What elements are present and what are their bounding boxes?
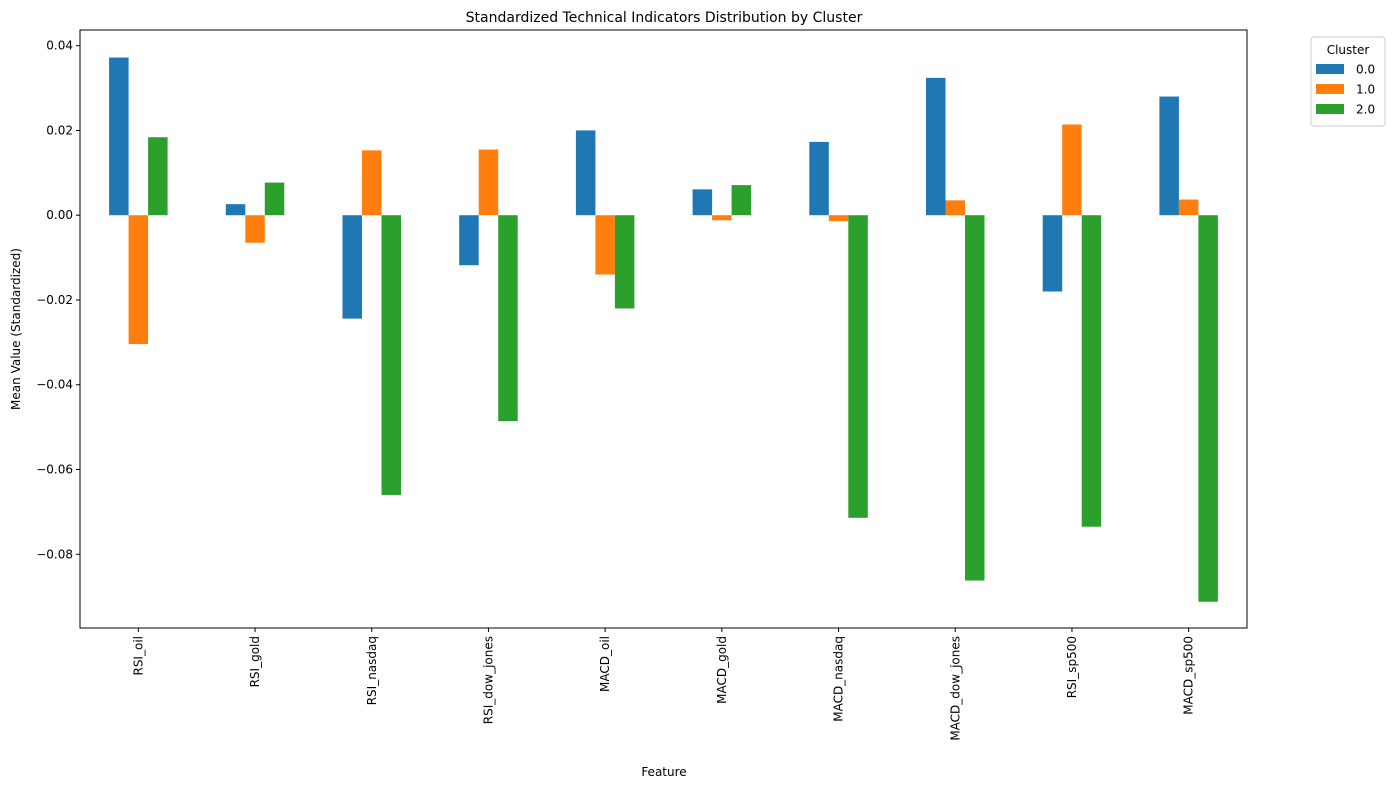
legend-swatch-0.0 bbox=[1316, 64, 1344, 74]
y-axis: 0.04 0.02 0.00 −0.02 −0.04 −0.06 −0.08 bbox=[36, 39, 80, 561]
x-tick-label: MACD_oil bbox=[598, 636, 612, 692]
legend-swatch-1.0 bbox=[1316, 84, 1344, 94]
bar-RSI_nasdaq-series-2.0 bbox=[381, 215, 401, 495]
bar-RSI_oil-series-0.0 bbox=[109, 57, 129, 216]
x-tick-label: RSI_dow_jones bbox=[481, 636, 495, 724]
y-tick-label: 0.00 bbox=[46, 208, 73, 222]
bar-MACD_nasdaq-series-2.0 bbox=[848, 215, 868, 518]
bar-RSI_dow_jones-series-2.0 bbox=[498, 215, 518, 422]
bar-MACD_dow_jones-series-1.0 bbox=[945, 200, 965, 216]
bar-RSI_nasdaq-series-1.0 bbox=[362, 150, 382, 216]
x-tick-label: MACD_gold bbox=[715, 636, 729, 704]
bar-RSI_gold-series-2.0 bbox=[264, 182, 285, 216]
legend-swatch-2.0 bbox=[1316, 104, 1344, 114]
bar-MACD_nasdaq-series-0.0 bbox=[809, 141, 829, 216]
x-tick-label: RSI_oil bbox=[131, 636, 145, 676]
bars-group bbox=[109, 57, 1218, 602]
x-tick-label: RSI_sp500 bbox=[1065, 636, 1079, 698]
bar-MACD_sp500-series-0.0 bbox=[1159, 96, 1179, 216]
bar-RSI_gold-series-1.0 bbox=[245, 215, 265, 243]
x-axis: RSI_oil RSI_gold RSI_nasdaq RSI_dow_jones MA… bbox=[131, 628, 1196, 741]
y-tick-label: 0.04 bbox=[46, 39, 73, 53]
y-tick-label: −0.08 bbox=[36, 547, 73, 561]
bar-RSI_sp500-series-2.0 bbox=[1081, 215, 1102, 527]
legend-frame bbox=[1310, 36, 1386, 127]
bar-RSI_dow_jones-series-1.0 bbox=[478, 149, 499, 216]
y-axis-label: Mean Value (Standardized) bbox=[9, 248, 23, 410]
x-tick-label: RSI_gold bbox=[248, 636, 262, 687]
bar-MACD_sp500-series-2.0 bbox=[1198, 215, 1218, 602]
legend-title: Cluster bbox=[1327, 43, 1370, 57]
x-tick-label: MACD_dow_jones bbox=[948, 636, 962, 741]
bar-MACD_sp500-series-1.0 bbox=[1178, 199, 1199, 216]
bar-MACD_oil-series-1.0 bbox=[595, 215, 615, 275]
legend-items: 0.0 1.0 2.0 bbox=[1316, 63, 1375, 117]
bar-MACD_gold-series-0.0 bbox=[692, 189, 713, 216]
x-tick-label: RSI_nasdaq bbox=[365, 636, 379, 705]
bar-RSI_nasdaq-series-0.0 bbox=[342, 215, 362, 319]
bar-MACD_oil-series-2.0 bbox=[614, 215, 635, 309]
bar-RSI_gold-series-0.0 bbox=[225, 204, 246, 216]
bar-MACD_gold-series-1.0 bbox=[712, 215, 732, 221]
bar-MACD_oil-series-0.0 bbox=[575, 130, 596, 216]
y-tick-label: −0.04 bbox=[36, 378, 73, 392]
x-axis-label: Feature bbox=[641, 765, 686, 779]
x-tick-label: MACD_sp500 bbox=[1182, 636, 1196, 715]
legend-label-1.0: 1.0 bbox=[1356, 83, 1375, 97]
bar-RSI_dow_jones-series-0.0 bbox=[459, 215, 479, 266]
bar-MACD_dow_jones-series-2.0 bbox=[965, 215, 985, 581]
y-tick-label: −0.02 bbox=[36, 293, 73, 307]
chart-title: Standardized Technical Indicators Distri… bbox=[466, 10, 863, 26]
plot-frame bbox=[79, 29, 1248, 629]
legend-label-2.0: 2.0 bbox=[1356, 103, 1375, 117]
bar-RSI_sp500-series-1.0 bbox=[1062, 124, 1082, 216]
bar-MACD_gold-series-2.0 bbox=[731, 185, 752, 216]
y-tick-label: 0.02 bbox=[46, 123, 73, 137]
bar-RSI_oil-series-2.0 bbox=[148, 137, 168, 216]
bar-RSI_sp500-series-0.0 bbox=[1042, 215, 1063, 292]
bar-MACD_nasdaq-series-1.0 bbox=[828, 215, 849, 222]
y-tick-label: −0.06 bbox=[36, 462, 73, 476]
bar-MACD_dow_jones-series-0.0 bbox=[926, 77, 946, 216]
bar-RSI_oil-series-1.0 bbox=[128, 215, 149, 345]
legend: Cluster 0.0 1.0 2.0 bbox=[1310, 36, 1386, 127]
legend-label-0.0: 0.0 bbox=[1356, 63, 1375, 77]
x-tick-label: MACD_nasdaq bbox=[832, 636, 846, 722]
